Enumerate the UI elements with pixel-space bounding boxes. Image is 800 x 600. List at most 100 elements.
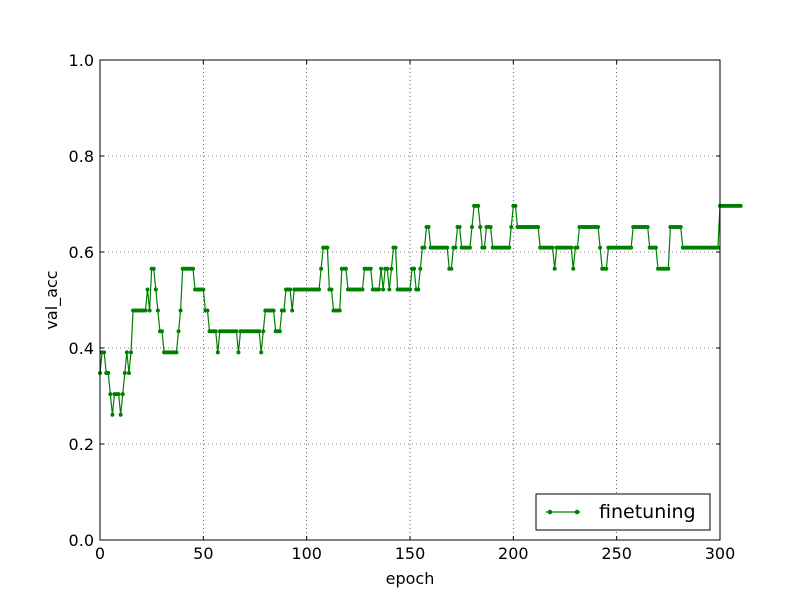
data-point xyxy=(155,308,160,313)
data-point xyxy=(116,392,121,397)
x-axis-title: epoch xyxy=(386,569,435,588)
data-point xyxy=(408,287,412,292)
data-point xyxy=(666,266,671,271)
data-point xyxy=(213,329,218,334)
data-point xyxy=(120,392,125,397)
y-tick-label: 0.4 xyxy=(69,339,94,358)
data-point xyxy=(412,266,417,271)
data-point xyxy=(653,245,658,250)
data-point xyxy=(604,266,609,271)
data-point xyxy=(281,308,286,313)
data-point xyxy=(379,266,384,271)
data-point xyxy=(178,308,183,313)
data-point xyxy=(360,287,365,292)
data-point xyxy=(426,225,431,230)
data-point xyxy=(176,329,181,334)
data-point xyxy=(290,308,295,313)
data-point xyxy=(147,308,152,313)
data-point xyxy=(629,245,634,250)
x-tick-label: 200 xyxy=(498,544,529,563)
data-point xyxy=(110,412,115,417)
x-tick-label: 150 xyxy=(395,544,426,563)
data-point xyxy=(126,370,131,375)
series-layer xyxy=(98,203,743,417)
data-point xyxy=(271,308,276,313)
data-point xyxy=(738,203,743,208)
data-point xyxy=(160,329,164,334)
data-point xyxy=(151,266,156,271)
data-point xyxy=(507,245,512,250)
data-point xyxy=(575,245,580,250)
data-point xyxy=(153,287,158,292)
data-point xyxy=(598,245,603,250)
data-point xyxy=(174,350,179,355)
x-tick-labels: 0 50 100 150 200 250 300 xyxy=(95,544,735,563)
data-point xyxy=(422,245,427,250)
data-point xyxy=(482,245,487,250)
gridlines xyxy=(100,60,720,540)
x-tick-label: 100 xyxy=(291,544,322,563)
data-point xyxy=(645,225,650,230)
data-point xyxy=(457,225,462,230)
data-point xyxy=(418,266,423,271)
data-point xyxy=(118,412,123,417)
data-point xyxy=(377,287,381,292)
data-point xyxy=(715,245,720,250)
x-tick-label: 250 xyxy=(601,544,632,563)
legend: finetuning xyxy=(535,493,711,531)
data-point xyxy=(201,287,206,292)
data-point xyxy=(393,245,398,250)
y-tick-label: 0.0 xyxy=(69,531,94,550)
data-point xyxy=(385,266,390,271)
data-point xyxy=(449,266,454,271)
data-point xyxy=(536,225,541,230)
y-axis-title: val_acc xyxy=(42,270,62,329)
data-point xyxy=(453,245,458,250)
y-tick-label: 0.8 xyxy=(69,147,94,166)
data-point xyxy=(550,245,555,250)
data-point xyxy=(215,350,220,355)
data-point xyxy=(234,329,239,334)
data-point xyxy=(319,266,324,271)
data-point xyxy=(106,370,111,375)
data-point xyxy=(389,266,394,271)
x-tick-label: 50 xyxy=(193,544,213,563)
data-point xyxy=(513,203,518,208)
y-tick-label: 0.6 xyxy=(69,243,94,262)
data-point xyxy=(387,287,392,292)
data-point xyxy=(122,370,127,375)
data-point xyxy=(277,329,282,334)
data-point xyxy=(129,350,133,355)
legend-marker-icon xyxy=(547,509,553,515)
data-point xyxy=(317,287,322,292)
x-tick-label: 0 xyxy=(95,544,105,563)
data-point xyxy=(569,245,574,250)
data-point xyxy=(470,225,474,230)
data-point xyxy=(102,350,107,355)
data-point xyxy=(509,225,514,230)
y-tick-label: 1.0 xyxy=(69,51,94,70)
data-point xyxy=(343,266,348,271)
data-point xyxy=(368,266,373,271)
data-point xyxy=(145,287,150,292)
data-point xyxy=(329,287,334,292)
data-point xyxy=(476,203,481,208)
legend-label: finetuning xyxy=(599,501,696,523)
data-point xyxy=(381,287,386,292)
legend-marker-icon xyxy=(574,509,580,515)
data-point xyxy=(261,329,266,334)
data-point xyxy=(416,287,421,292)
data-point xyxy=(124,350,129,355)
data-point xyxy=(552,266,557,271)
data-point xyxy=(488,225,493,230)
series-line xyxy=(99,205,741,416)
y-tick-labels: 0.0 0.2 0.4 0.6 0.8 1.0 xyxy=(69,51,94,550)
data-point xyxy=(478,225,483,230)
data-point xyxy=(678,225,683,230)
data-point xyxy=(259,350,264,355)
data-point xyxy=(236,350,241,355)
data-point xyxy=(596,225,601,230)
data-point xyxy=(445,245,450,250)
